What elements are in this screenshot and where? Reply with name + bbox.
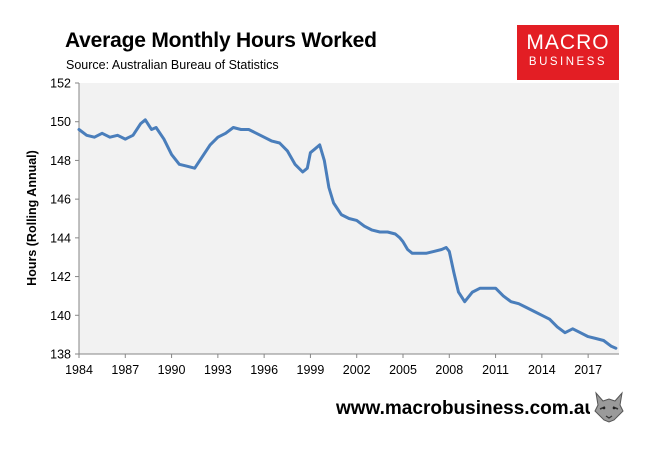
y-tick-label: 146 <box>50 193 71 207</box>
x-tick-label: 2014 <box>528 363 556 377</box>
x-axis: 1984 1987 1990 1993 1996 1999 2002 2005 2008 2011… <box>65 353 619 377</box>
series-line <box>77 118 618 350</box>
y-tick-label: 148 <box>50 154 71 168</box>
x-tick-label: 2011 <box>482 363 509 377</box>
y-tick-label: 150 <box>50 115 71 129</box>
logo-line-business: BUSINESS <box>528 56 608 68</box>
x-tick-label: 2002 <box>343 363 371 377</box>
x-tick-label: 2017 <box>574 363 602 377</box>
x-tick-label: 1990 <box>158 363 186 377</box>
x-tick-label: 1993 <box>204 363 232 377</box>
x-tick-label: 1999 <box>297 363 325 377</box>
chart-source: Source: Australian Bureau of Statistics <box>66 58 279 72</box>
y-axis-label: Hours (Rolling Annual) <box>25 150 39 286</box>
x-tick-label: 2008 <box>435 363 463 377</box>
y-tick-label: 152 <box>50 77 71 91</box>
x-tick-label: 1996 <box>250 363 278 377</box>
wolf-icon <box>590 387 628 425</box>
y-tick-label: 144 <box>50 231 71 245</box>
logo-line-macro: MACRO <box>526 31 610 54</box>
y-tick-label: 138 <box>50 348 71 362</box>
y-axis: 138 140 142 144 146 148 150 152 <box>50 77 80 362</box>
macrobusiness-logo[interactable]: MACRO BUSINESS <box>517 25 619 80</box>
x-tick-label: 1987 <box>111 363 139 377</box>
chart-title: Average Monthly Hours Worked <box>65 29 377 52</box>
y-tick-label: 142 <box>50 270 71 284</box>
website-url[interactable]: www.macrobusiness.com.au <box>336 398 597 419</box>
x-tick-label: 2005 <box>389 363 417 377</box>
y-tick-label: 140 <box>50 309 71 323</box>
x-tick-label: 1984 <box>65 363 93 377</box>
